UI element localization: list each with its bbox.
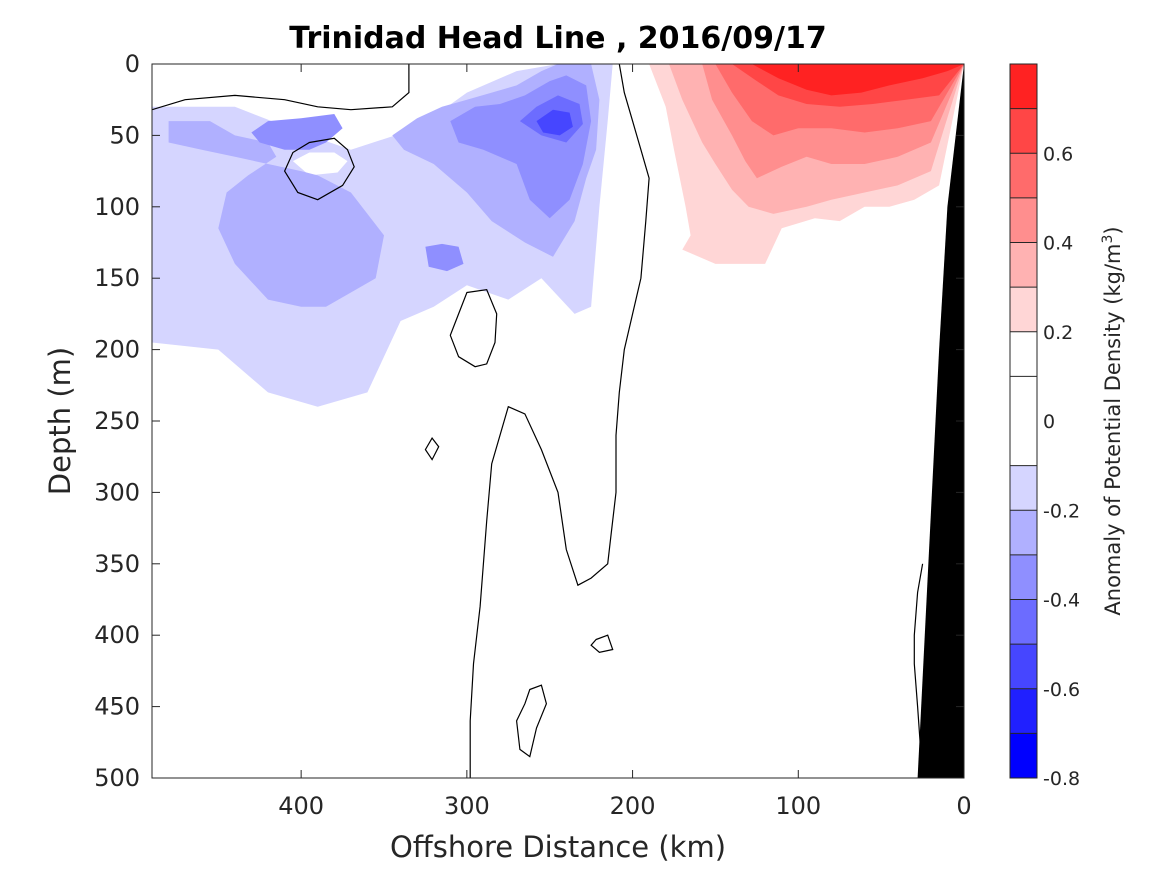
anomaly-region-8 <box>536 109 573 136</box>
colorbar-swatch-3 <box>1010 599 1037 645</box>
colorbar-swatch-5 <box>1010 510 1037 555</box>
seafloor-bathymetry <box>917 64 964 778</box>
seafloor-polygon <box>917 64 964 778</box>
y-tick-label-4: 200 <box>94 336 140 364</box>
colorbar-tick-label-5: -0.4 <box>1043 590 1080 612</box>
anomaly-region-16 <box>751 64 964 96</box>
zero-contour-7 <box>913 563 924 778</box>
colorbar-swatch-11 <box>1010 197 1037 243</box>
colorbar-swatch-10 <box>1010 242 1037 288</box>
zero-contour-0 <box>152 64 410 111</box>
x-axis-ticks: 400 300 200 100 0 <box>278 64 972 820</box>
colorbar-swatch-2 <box>1010 644 1037 689</box>
y-tick-label-0: 0 <box>125 50 140 78</box>
y-axis-ticks: 0 50 100 150 200 250 300 350 400 450 500 <box>94 50 964 792</box>
anomaly-region-9 <box>425 243 464 272</box>
zero-contour-5 <box>590 634 614 653</box>
colorbar-swatch-4 <box>1010 554 1037 600</box>
colorbar-swatch-13 <box>1010 108 1037 154</box>
y-tick-label-9: 450 <box>94 693 140 721</box>
y-tick-label-1: 50 <box>109 121 140 149</box>
x-tick-label-1: 300 <box>444 792 490 820</box>
colorbar-swatch-0 <box>1010 733 1037 778</box>
colorbar-swatch-14 <box>1010 64 1037 109</box>
colorbar-tick-label-6: -0.6 <box>1043 679 1080 701</box>
colorbar-swatch-6 <box>1010 465 1037 511</box>
colorbar-tick-label-7: -0.8 <box>1043 768 1080 790</box>
chart-title: Trinidad Head Line , 2016/09/17 <box>289 21 826 56</box>
colorbar-swatch-8 <box>1010 331 1037 377</box>
colorbar-swatch-9 <box>1010 287 1037 332</box>
colorbar-swatch-12 <box>1010 153 1037 198</box>
y-tick-label-8: 400 <box>94 621 140 649</box>
colorbar-tick-label-3: 0 <box>1043 411 1055 433</box>
zero-contour-3 <box>449 288 498 368</box>
colorbar-label-suffix: ) <box>1101 226 1125 234</box>
x-tick-label-0: 400 <box>278 792 324 820</box>
y-tick-label-10: 500 <box>94 764 140 792</box>
x-tick-label-2: 200 <box>610 792 656 820</box>
zero-contour-6 <box>515 684 548 758</box>
zero-contour-1 <box>283 137 355 201</box>
y-tick-label-2: 100 <box>94 193 140 221</box>
zero-contour-2 <box>469 64 650 778</box>
colorbar-label-main: Anomaly of Potential Density (kg/m <box>1101 244 1125 616</box>
x-axis-label: Offshore Distance (km) <box>390 830 726 864</box>
colorbar-label-superscript: 3 <box>1100 235 1116 244</box>
colorbar-tick-label-1: 0.4 <box>1043 233 1073 255</box>
colorbar-frame <box>1009 63 1038 779</box>
anomaly-fill-regions <box>152 64 964 407</box>
x-tick-label-4: 0 <box>956 792 971 820</box>
colorbar-swatch-1 <box>1010 688 1037 734</box>
y-tick-label-6: 300 <box>94 478 140 506</box>
y-axis-label: Depth (m) <box>43 347 77 495</box>
colorbar-label: Anomaly of Potential Density (kg/m3) <box>1100 226 1125 615</box>
anomaly-region-3 <box>168 121 384 307</box>
anomaly-region-1 <box>176 64 401 103</box>
colorbar-swatch-7 <box>1010 376 1037 466</box>
zero-contour-4 <box>424 437 440 461</box>
colorbar-tick-label-2: 0.2 <box>1043 322 1073 344</box>
y-tick-label-7: 350 <box>94 550 140 578</box>
anomaly-region-2 <box>292 152 348 176</box>
x-tick-label-3: 100 <box>775 792 821 820</box>
y-tick-label-3: 150 <box>94 264 140 292</box>
colorbar-tick-label-4: -0.2 <box>1043 500 1080 522</box>
zero-contour-lines <box>152 64 924 778</box>
y-tick-label-5: 250 <box>94 407 140 435</box>
colorbar: 0.6 0.4 0.2 0 -0.2 -0.4 -0.6 -0.8 <box>1009 63 1080 790</box>
colorbar-tick-label-0: 0.6 <box>1043 143 1073 165</box>
